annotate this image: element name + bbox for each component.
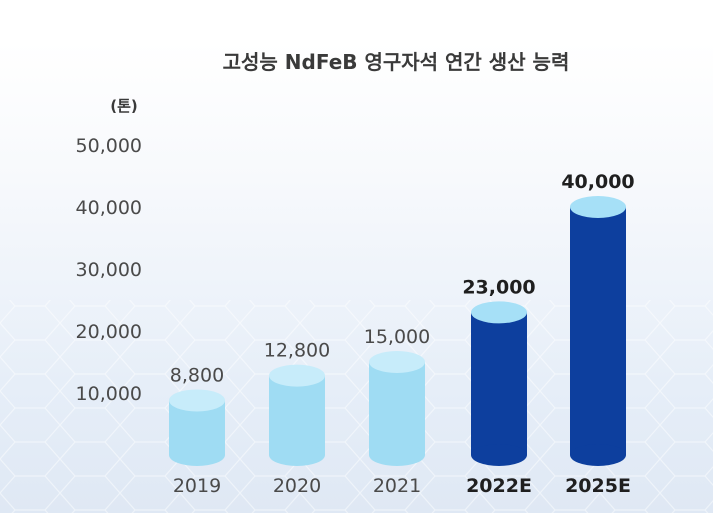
- bar-base: [269, 444, 325, 466]
- x-tick-label: 2025E: [565, 475, 631, 497]
- bar-top: [169, 389, 225, 412]
- bar-value-label: 12,800: [264, 340, 330, 362]
- x-axis-ticks: 2019 2020 2021 2022E 2025E: [173, 475, 631, 497]
- x-tick-label: 2019: [173, 475, 221, 497]
- y-tick-label: 50,000: [76, 135, 142, 157]
- x-tick-label: 2022E: [466, 475, 532, 497]
- bar-2022E: 23,000: [462, 276, 536, 466]
- chart-title: 고성능 NdFeB 영구자석 연간 생산 능력: [223, 50, 570, 74]
- x-tick-label: 2021: [373, 475, 421, 497]
- bar-2020: 12,800: [264, 340, 330, 466]
- bar-body: [471, 312, 527, 455]
- x-tick-label: 2020: [273, 475, 321, 497]
- y-axis-unit: (톤): [110, 97, 138, 115]
- bar-body: [570, 207, 626, 455]
- bars-group: 8,800 12,800 15,000 23,000 40,000: [169, 171, 635, 466]
- bar-2019: 8,800: [169, 364, 225, 466]
- bar-top: [471, 301, 527, 324]
- y-tick-label: 40,000: [76, 197, 142, 219]
- bar-top: [269, 364, 325, 387]
- y-tick-label: 10,000: [76, 383, 142, 405]
- y-tick-label: 30,000: [76, 259, 142, 281]
- bar-top: [369, 351, 425, 373]
- bar-base: [570, 444, 626, 466]
- bar-2025E: 40,000: [561, 171, 635, 466]
- bar-2021: 15,000: [364, 326, 430, 466]
- bar-body: [269, 375, 325, 455]
- bar-value-label: 8,800: [170, 364, 224, 386]
- bar-value-label: 15,000: [364, 326, 430, 348]
- bar-base: [471, 444, 527, 466]
- bar-body: [369, 362, 425, 455]
- bar-top: [570, 196, 626, 218]
- y-tick-label: 20,000: [76, 321, 142, 343]
- bar-base: [369, 444, 425, 466]
- y-axis-ticks: 10,000 20,000 30,000 40,000 50,000: [76, 135, 142, 405]
- bar-value-label: 40,000: [561, 171, 634, 193]
- bar-value-label: 23,000: [462, 276, 535, 298]
- bar-base: [169, 444, 225, 466]
